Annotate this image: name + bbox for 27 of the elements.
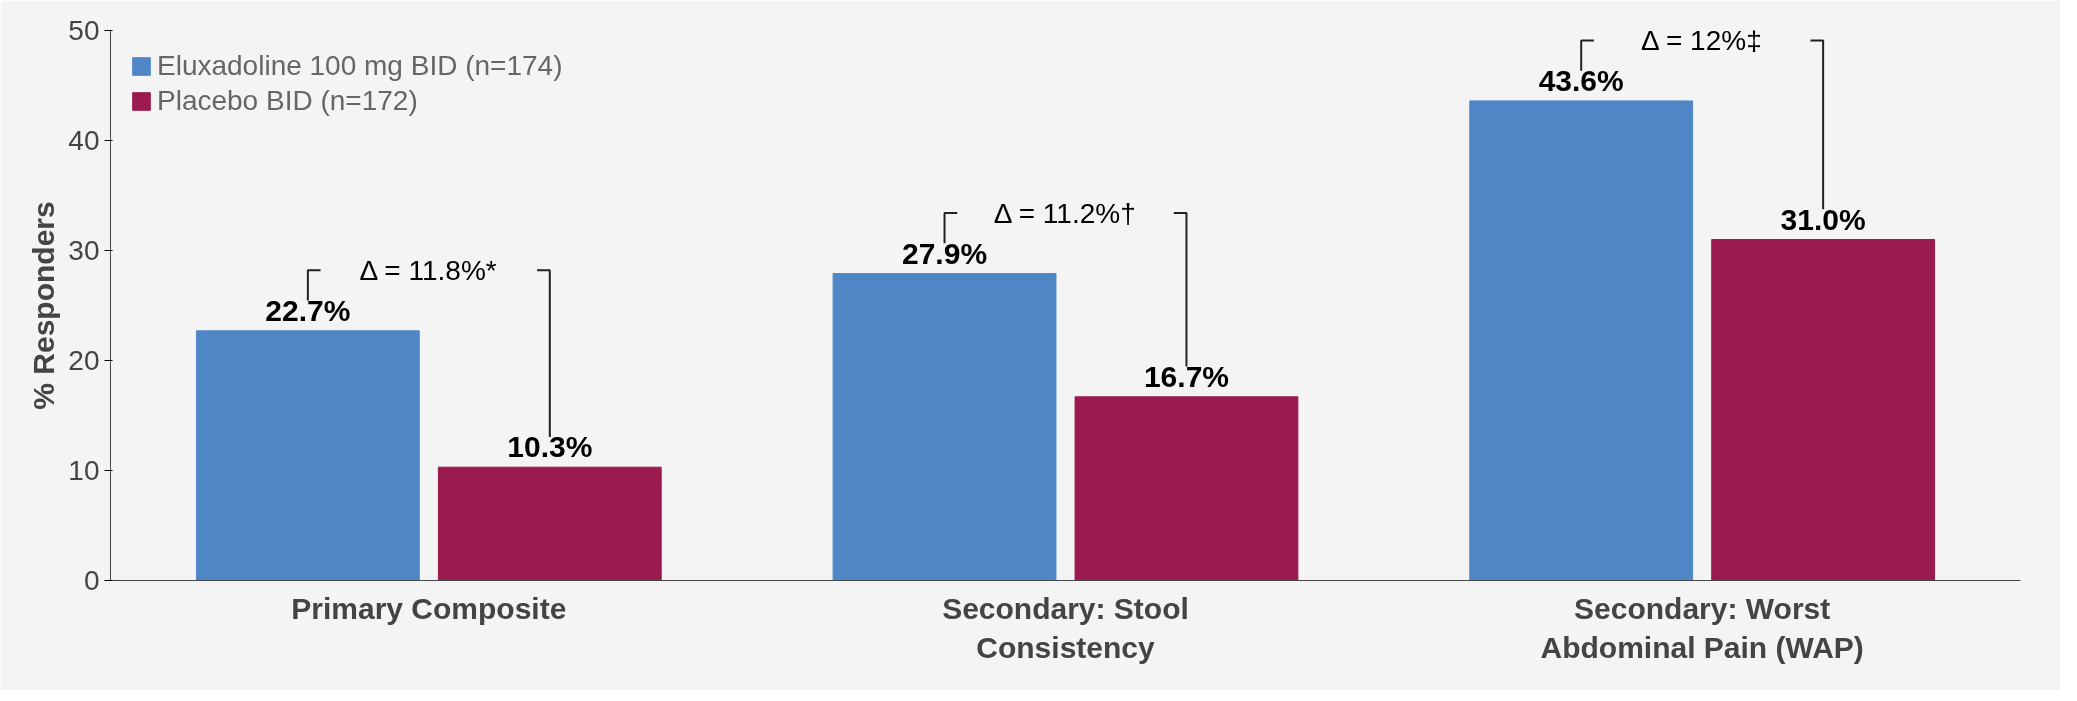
y-tick-label: 0 xyxy=(83,565,100,596)
bar xyxy=(1469,100,1694,581)
annotation: Δ = 11.2%† xyxy=(993,197,1136,229)
bar xyxy=(437,466,662,581)
y-tick-label: 40 xyxy=(68,125,100,156)
bar xyxy=(195,330,420,581)
y-tick-label: 20 xyxy=(68,345,100,376)
bar xyxy=(1711,239,1936,581)
data-label: 27.9% xyxy=(902,236,988,270)
y-axis-title: % Responders xyxy=(27,201,61,410)
annotation: Δ = 12%‡ xyxy=(1641,24,1762,56)
x-tick-label: Secondary: Stool Consistency xyxy=(942,591,1189,665)
y-tick-label: 50 xyxy=(68,15,100,46)
data-label: 43.6% xyxy=(1538,63,1624,97)
x-tick-label: Primary Composite xyxy=(291,591,567,625)
y-tick-label: 30 xyxy=(68,235,100,266)
bar xyxy=(832,273,1057,581)
x-tick-label: Secondary: Worst Abdominal Pain (WAP) xyxy=(1540,591,1864,665)
data-label: 22.7% xyxy=(265,293,351,327)
legend-label: Placebo BID (n=172) xyxy=(157,85,418,117)
data-label: 16.7% xyxy=(1143,359,1230,393)
bar xyxy=(1074,396,1299,581)
data-label: 10.3% xyxy=(507,430,593,464)
annotation: Δ = 11.8%* xyxy=(359,254,497,286)
data-label: 31.0% xyxy=(1780,202,1866,236)
legend-label: Eluxadoline 100 mg BID (n=174) xyxy=(157,50,563,82)
y-tick-label: 10 xyxy=(68,455,100,486)
